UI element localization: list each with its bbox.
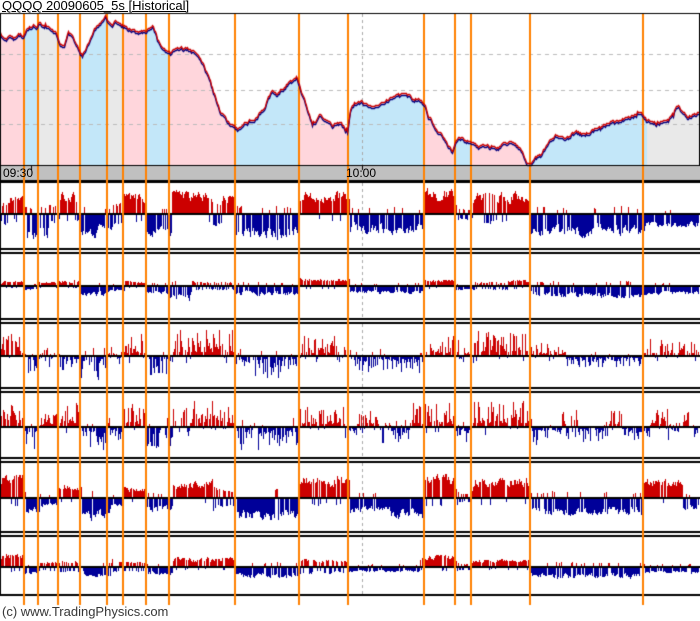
copyright-footer: (c) www.TradingPhysics.com bbox=[2, 604, 169, 619]
chart-title: QQQQ 20090605_5s [Historical] bbox=[2, 0, 190, 13]
time-label-1000: 10:00 bbox=[346, 166, 377, 180]
time-label-0930: 09:30 bbox=[3, 166, 34, 180]
